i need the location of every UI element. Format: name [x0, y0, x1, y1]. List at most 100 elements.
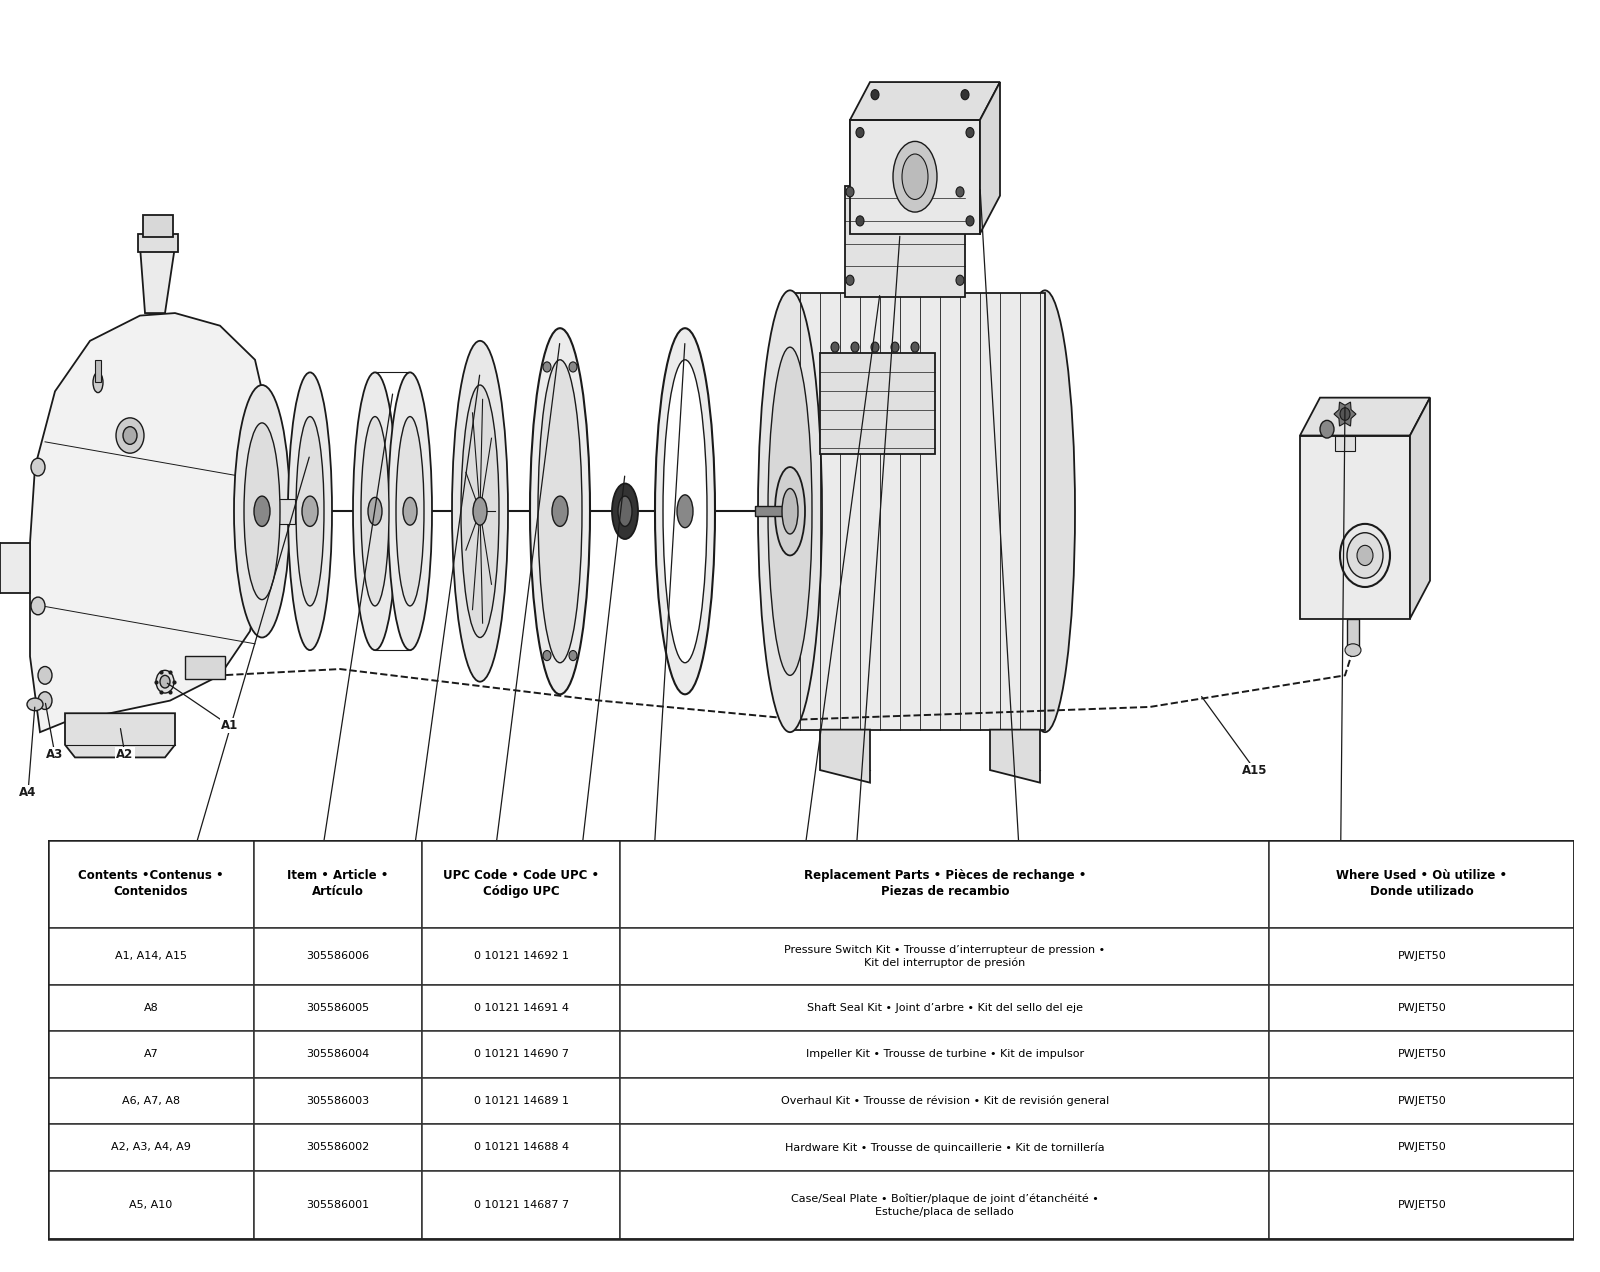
Text: A5, A10: A5, A10	[130, 1199, 173, 1210]
Polygon shape	[1334, 402, 1357, 426]
Polygon shape	[990, 730, 1040, 782]
Polygon shape	[850, 83, 1000, 120]
Text: PWJET50: PWJET50	[1397, 1004, 1446, 1013]
Polygon shape	[1299, 398, 1430, 435]
Ellipse shape	[846, 187, 854, 197]
Bar	[621, 840, 1269, 927]
Bar	[1269, 1170, 1574, 1239]
Ellipse shape	[30, 458, 45, 476]
Text: 0 10121 14688 4: 0 10121 14688 4	[474, 1142, 568, 1152]
Bar	[1334, 435, 1355, 450]
Ellipse shape	[403, 497, 418, 525]
Text: A3: A3	[46, 748, 64, 762]
Text: UPC Code • Code UPC •
Código UPC: UPC Code • Code UPC • Código UPC	[443, 869, 600, 898]
Text: 305586004: 305586004	[306, 1049, 370, 1060]
Ellipse shape	[453, 341, 509, 682]
Text: A7: A7	[392, 946, 408, 959]
Polygon shape	[66, 714, 174, 757]
Polygon shape	[262, 499, 294, 524]
Text: A15: A15	[1242, 763, 1267, 776]
Ellipse shape	[38, 667, 51, 684]
Text: Shaft Seal Kit • Joint d’arbre • Kit del sello del eje: Shaft Seal Kit • Joint d’arbre • Kit del…	[806, 1004, 1083, 1013]
Ellipse shape	[552, 496, 568, 527]
Ellipse shape	[157, 670, 174, 693]
Ellipse shape	[243, 422, 280, 599]
Bar	[422, 1124, 621, 1170]
Text: A2: A2	[117, 748, 134, 762]
Ellipse shape	[30, 597, 45, 614]
Text: A6, A7, A8: A6, A7, A8	[122, 1096, 181, 1105]
Text: Item • Article •
Artículo: Item • Article • Artículo	[288, 869, 389, 898]
Bar	[254, 985, 422, 1032]
Polygon shape	[979, 83, 1000, 234]
Ellipse shape	[461, 385, 499, 637]
Text: 0 10121 14689 1: 0 10121 14689 1	[474, 1096, 568, 1105]
Text: Hardware Kit • Trousse de quincaillerie • Kit de tornillería: Hardware Kit • Trousse de quincaillerie …	[786, 1142, 1104, 1152]
Ellipse shape	[1320, 420, 1334, 438]
Ellipse shape	[542, 650, 550, 660]
Bar	[48, 1170, 254, 1239]
Ellipse shape	[570, 363, 578, 371]
Bar	[621, 1124, 1269, 1170]
Ellipse shape	[654, 328, 715, 695]
Ellipse shape	[27, 698, 43, 711]
Ellipse shape	[891, 342, 899, 352]
Text: 305586001: 305586001	[307, 1199, 370, 1210]
Ellipse shape	[234, 385, 290, 637]
Ellipse shape	[830, 342, 838, 352]
Bar	[422, 1077, 621, 1124]
Text: 0 10121 14687 7: 0 10121 14687 7	[474, 1199, 568, 1210]
Text: A9: A9	[557, 981, 574, 993]
Bar	[254, 1170, 422, 1239]
Text: PWJET50: PWJET50	[1397, 951, 1446, 962]
Bar	[755, 506, 795, 516]
Bar	[254, 1124, 422, 1170]
Bar	[48, 1077, 254, 1124]
Ellipse shape	[1346, 644, 1362, 656]
Polygon shape	[30, 313, 270, 733]
Ellipse shape	[856, 127, 864, 137]
Bar	[422, 1170, 621, 1239]
Bar	[1269, 1124, 1574, 1170]
Polygon shape	[1410, 398, 1430, 618]
Bar	[48, 927, 254, 985]
Bar	[850, 120, 979, 234]
Ellipse shape	[611, 483, 638, 539]
Text: A11: A11	[778, 953, 803, 965]
Bar	[845, 186, 965, 296]
Text: Replacement Parts • Pièces de rechange •
Piezas de recambio: Replacement Parts • Pièces de rechange •…	[803, 869, 1086, 898]
Bar	[1347, 618, 1358, 650]
Text: 0 10121 14690 7: 0 10121 14690 7	[474, 1049, 568, 1060]
Ellipse shape	[1341, 524, 1390, 586]
Text: A12: A12	[827, 1072, 853, 1086]
Polygon shape	[0, 543, 30, 593]
Text: A5: A5	[170, 899, 187, 913]
Ellipse shape	[902, 154, 928, 200]
Ellipse shape	[966, 127, 974, 137]
Ellipse shape	[1347, 533, 1382, 579]
Text: Where Used • Où utilize •
Donde utilizado: Where Used • Où utilize • Donde utilizad…	[1336, 869, 1507, 898]
Ellipse shape	[542, 363, 550, 371]
Bar	[422, 840, 621, 927]
Ellipse shape	[296, 417, 323, 605]
Ellipse shape	[758, 290, 822, 733]
Ellipse shape	[368, 497, 382, 525]
Bar	[422, 985, 621, 1032]
Text: 305586006: 305586006	[307, 951, 370, 962]
Text: A13: A13	[1018, 1029, 1043, 1042]
Bar	[254, 840, 422, 927]
Text: 0 10121 14692 1: 0 10121 14692 1	[474, 951, 568, 962]
Ellipse shape	[302, 496, 318, 527]
Ellipse shape	[397, 417, 424, 605]
Text: PWJET50: PWJET50	[1397, 1142, 1446, 1152]
Text: A3: A3	[86, 890, 104, 903]
Text: Case/Seal Plate • Boîtier/plaque de joint d’étanchéité •
Estuche/placa de sellad: Case/Seal Plate • Boîtier/plaque de join…	[790, 1193, 1099, 1216]
Ellipse shape	[677, 495, 693, 528]
Ellipse shape	[662, 360, 707, 663]
Text: A1, A14, A15: A1, A14, A15	[115, 951, 187, 962]
Bar	[48, 1124, 254, 1170]
Text: PWJET50: PWJET50	[1397, 1096, 1446, 1105]
Ellipse shape	[1357, 546, 1373, 566]
Bar	[621, 1077, 1269, 1124]
Ellipse shape	[966, 216, 974, 226]
